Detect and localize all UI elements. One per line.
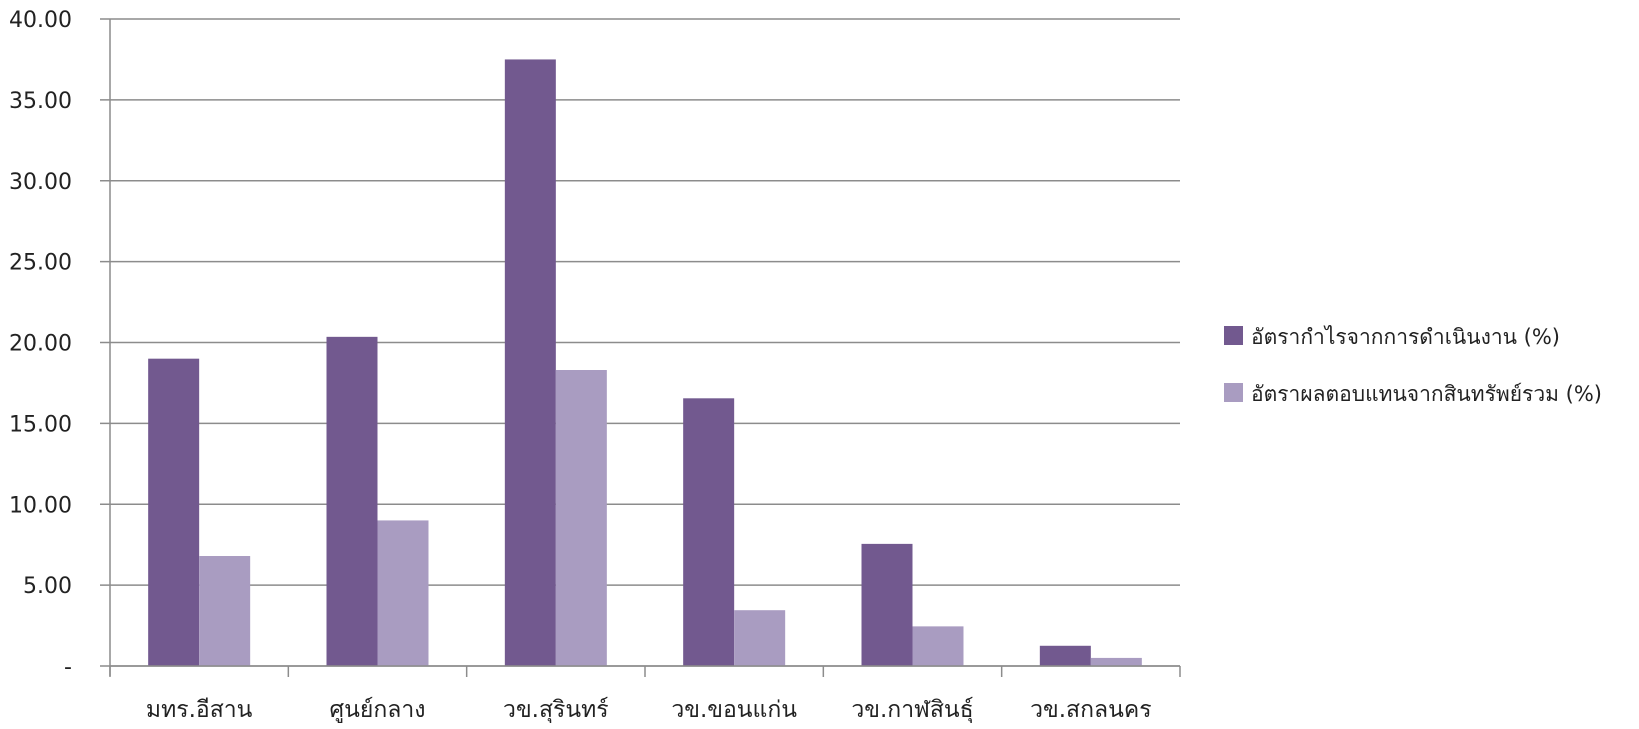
legend-label: อัตราผลตอบแทนจากสินทรัพย์รวม (%) [1251,382,1602,406]
bar-return-on-assets-5 [1090,657,1142,666]
bar-operating-profit-4 [861,543,913,666]
legend-label: อัตรากำไรจากการดำเนินงาน (%) [1251,325,1560,349]
x-category-label: ศูนย์กลาง [330,696,426,723]
x-axis: มทร.อีสาน ศูนย์กลาง วข.สุรินทร์ วข.ขอนแก่น ว… [109,665,1181,723]
y-tick-label: 35.00 [9,89,72,114]
y-tick-label: 20.00 [9,332,72,357]
bar-operating-profit-0 [148,358,200,666]
y-tick-label: 25.00 [9,251,72,276]
x-category-label: วข.สกลนคร [1030,697,1151,723]
bar-return-on-assets-2 [555,369,607,666]
bar-operating-profit-2 [504,59,556,666]
y-tick-label: 30.00 [9,170,72,195]
bar-return-on-assets-1 [377,520,429,666]
bar-operating-profit-5 [1039,645,1091,666]
x-category-label: วข.ขอนแก่น [671,697,797,723]
y-tick-label: 40.00 [9,8,72,33]
y-tick-label: 15.00 [9,412,72,437]
bar-operating-profit-1 [326,336,378,666]
bar-operating-profit-3 [683,398,735,666]
bar-return-on-assets-0 [199,556,251,666]
x-category-label: มทร.อีสาน [146,697,253,723]
bars [148,59,1142,666]
legend-swatch [1224,383,1243,402]
legend-swatch [1224,326,1243,345]
x-category-label: วข.สุรินทร์ [503,696,609,723]
gridlines [100,18,1180,667]
y-tick-label: 5.00 [23,574,72,599]
bar-return-on-assets-4 [912,626,964,666]
y-tick-label: - [64,655,72,680]
y-axis: - 5.00 10.00 15.00 20.00 25.00 30.00 35.00 40.00 [9,8,111,680]
y-tick-label: 10.00 [9,493,72,518]
bar-return-on-assets-3 [734,610,786,666]
x-category-label: วข.กาฬสินธุ์ [851,696,973,723]
legend: อัตรากำไรจากการดำเนินงาน (%) อัตราผลตอบแท… [1224,325,1602,406]
